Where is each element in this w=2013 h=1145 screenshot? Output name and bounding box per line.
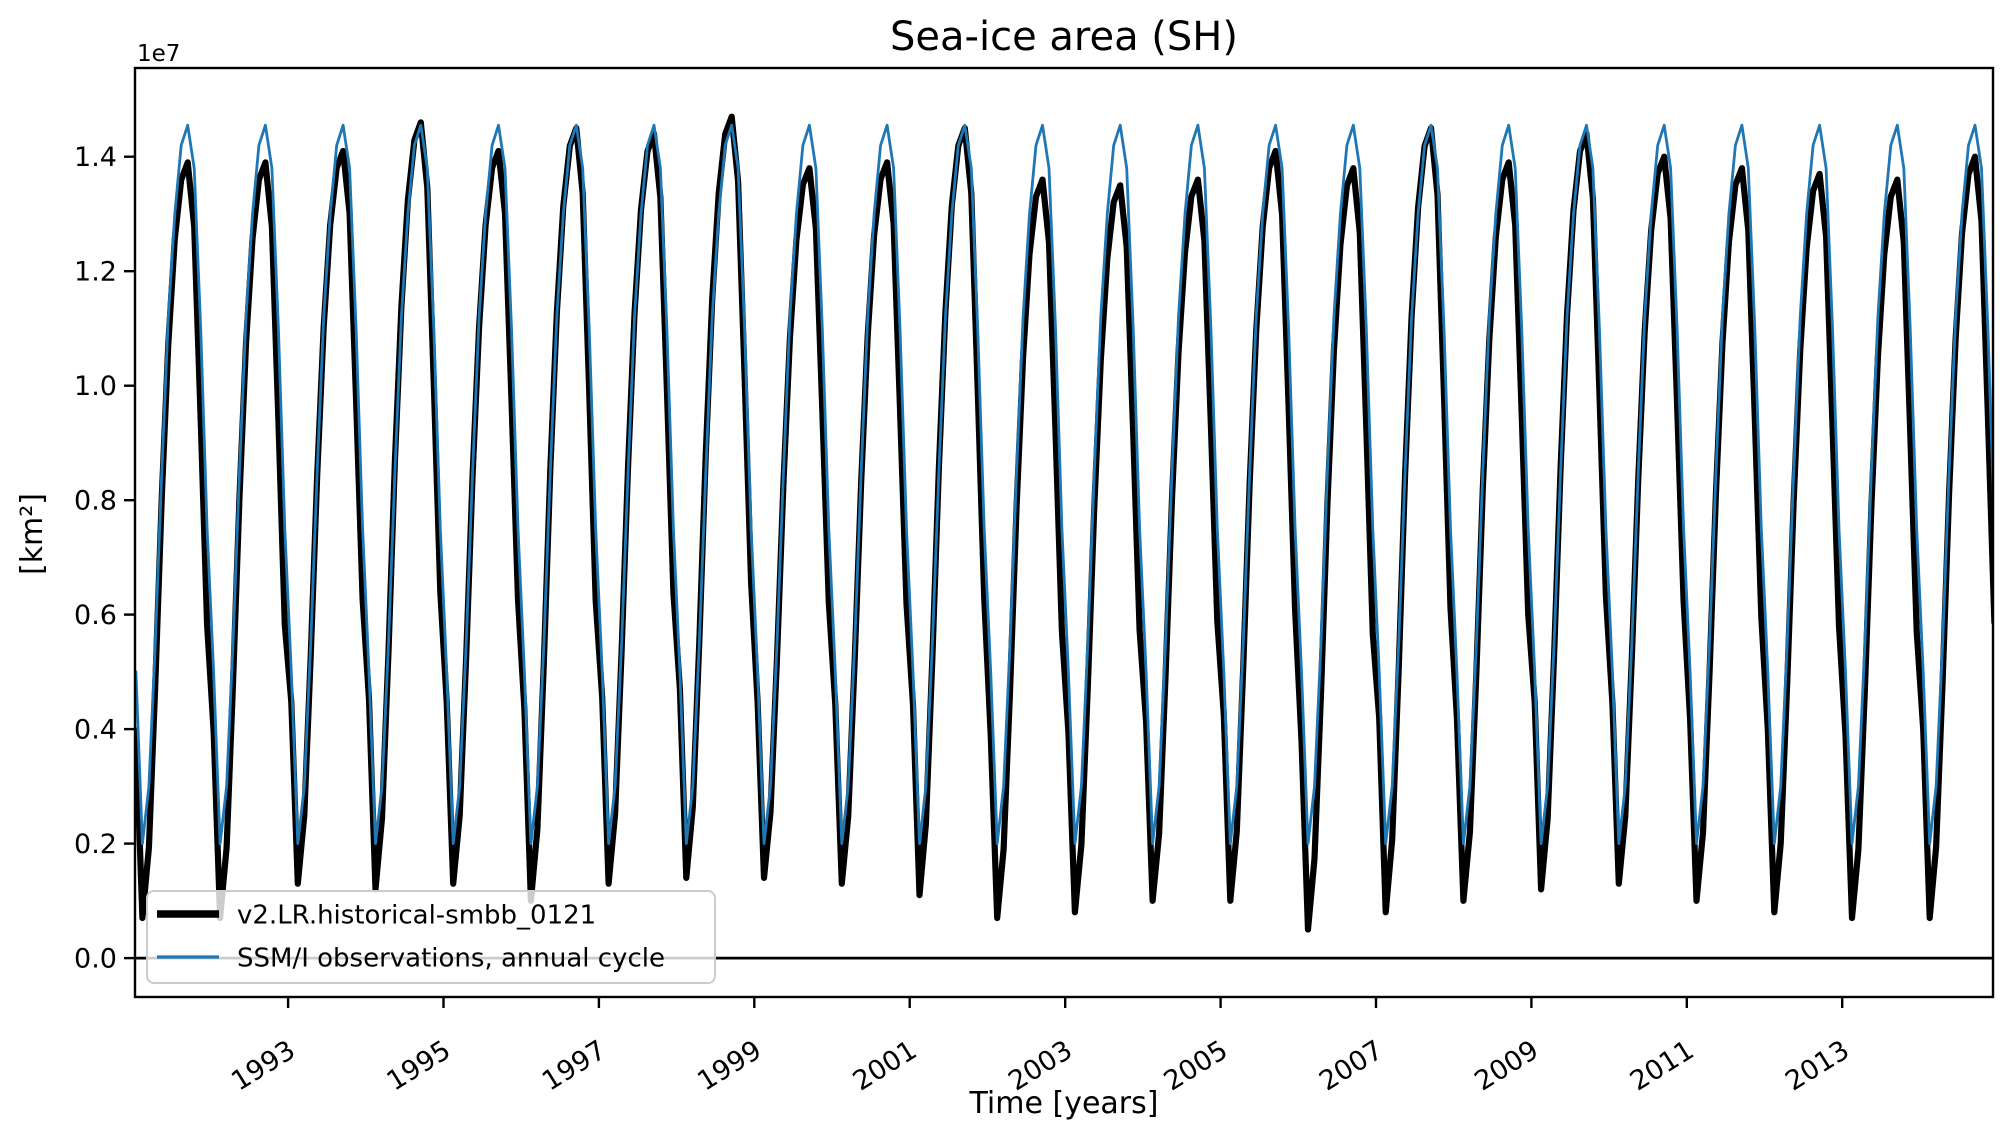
y-axis-label: [km²]	[15, 493, 50, 575]
x-tick-label: 2005	[1159, 1035, 1234, 1098]
x-tick-label: 1997	[537, 1035, 612, 1098]
y-tick-label: 1.2	[74, 257, 117, 288]
series-line-obs	[135, 123, 1993, 845]
legend: v2.LR.historical-smbb_0121 SSM/I observa…	[146, 890, 716, 984]
y-tick-label: 1.4	[74, 142, 117, 173]
legend-box	[146, 890, 716, 984]
y-axis-ticks: 0.0 0.2 0.4 0.6 0.8 1.0 1.2 1.4	[74, 142, 135, 975]
series-line-model	[135, 113, 1993, 933]
x-tick-label: 1995	[382, 1035, 457, 1098]
y-axis-offset-text: 1e7	[137, 41, 180, 67]
y-tick-label: 0.2	[74, 829, 117, 860]
x-tick-label: 1993	[226, 1035, 301, 1098]
legend-label-model: v2.LR.historical-smbb_0121	[237, 901, 596, 931]
x-tick-label: 2011	[1625, 1035, 1700, 1098]
x-tick-label: 2007	[1314, 1035, 1389, 1098]
x-tick-label: 2009	[1469, 1035, 1544, 1098]
y-tick-label: 0.8	[74, 486, 117, 517]
y-tick-label: 1.0	[74, 371, 117, 402]
y-tick-label: 0.0	[74, 944, 117, 975]
x-axis-label: Time [years]	[969, 1086, 1159, 1121]
data-curves-group	[135, 113, 1993, 933]
y-tick-label: 0.4	[74, 715, 117, 746]
chart-title: Sea-ice area (SH)	[890, 14, 1238, 60]
x-tick-label: 2013	[1780, 1035, 1855, 1098]
x-tick-label: 1999	[692, 1035, 767, 1098]
x-tick-label: 2001	[848, 1035, 923, 1098]
y-tick-label: 0.6	[74, 600, 117, 631]
x-axis-ticks: 1993 1995 1997 1999 2001 2003 2005 2007 2009 2011…	[226, 997, 1855, 1097]
legend-label-obs: SSM/I observations, annual cycle	[237, 944, 665, 974]
